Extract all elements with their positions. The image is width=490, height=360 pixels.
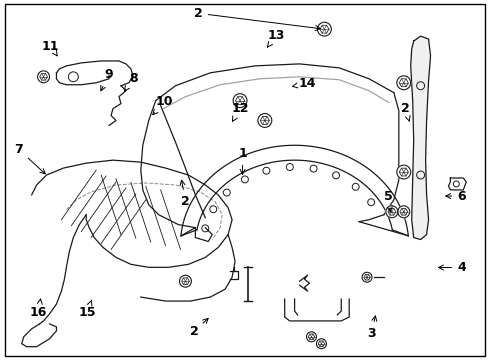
Text: 15: 15: [78, 300, 96, 319]
Circle shape: [398, 206, 410, 218]
Circle shape: [397, 165, 411, 179]
Circle shape: [233, 94, 247, 108]
Text: 2: 2: [180, 180, 190, 208]
Text: 9: 9: [101, 68, 113, 91]
Polygon shape: [411, 36, 431, 239]
Text: 8: 8: [124, 72, 138, 91]
Circle shape: [307, 332, 317, 342]
Text: 13: 13: [268, 29, 285, 47]
Circle shape: [258, 113, 272, 127]
Text: 10: 10: [153, 95, 173, 114]
Text: 2: 2: [401, 102, 410, 121]
Text: 16: 16: [30, 299, 47, 319]
Text: 2: 2: [194, 7, 320, 31]
Circle shape: [318, 22, 331, 36]
Text: 5: 5: [384, 190, 393, 212]
Circle shape: [397, 76, 411, 90]
Text: 11: 11: [42, 40, 59, 56]
Circle shape: [386, 206, 398, 218]
Text: 7: 7: [15, 143, 45, 174]
Circle shape: [317, 339, 326, 349]
Circle shape: [179, 275, 192, 287]
Text: 6: 6: [446, 190, 466, 203]
Text: 1: 1: [238, 147, 247, 174]
Text: 12: 12: [231, 102, 249, 121]
Text: 3: 3: [367, 316, 377, 340]
Text: 14: 14: [293, 77, 316, 90]
Circle shape: [38, 71, 49, 83]
Text: 4: 4: [439, 261, 466, 274]
Circle shape: [362, 272, 372, 282]
Text: 2: 2: [190, 318, 208, 338]
